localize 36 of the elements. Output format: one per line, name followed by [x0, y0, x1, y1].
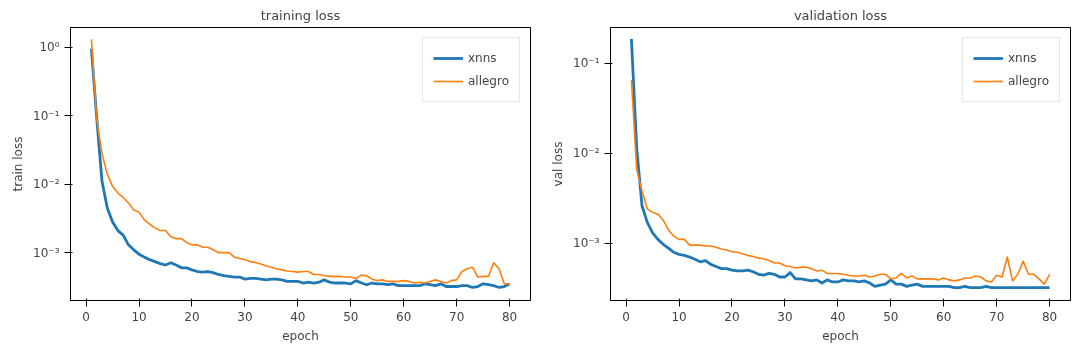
x-tick-label: 0 — [82, 309, 90, 324]
x-tick-label: 20 — [724, 309, 740, 324]
x-tick-label: 80 — [1041, 309, 1058, 324]
chart-title: training loss — [260, 7, 341, 23]
y-tick-label: 10⁻³ — [33, 245, 60, 260]
y-tick-label: 10⁻¹ — [33, 108, 60, 123]
y-tick-label: 10⁻² — [33, 177, 60, 192]
x-tick-label: 10 — [671, 309, 687, 324]
x-axis-title: epoch — [282, 328, 319, 343]
x-tick-label: 0 — [622, 309, 630, 324]
x-tick-label: 20 — [184, 309, 200, 324]
y-tick-label: 10⁰ — [39, 40, 60, 55]
x-axis-title: epoch — [822, 328, 859, 343]
x-tick-label: 30 — [237, 309, 253, 324]
chart-title: validation loss — [793, 7, 888, 23]
y-axis-title: val loss — [551, 141, 566, 187]
x-tick-label: 30 — [777, 309, 793, 324]
x-tick-label: 50 — [343, 309, 359, 324]
x-tick-label: 60 — [396, 309, 412, 324]
x-tick-label: 10 — [131, 309, 147, 324]
x-tick-label: 70 — [449, 309, 465, 324]
x-tick-label: 60 — [936, 309, 952, 324]
x-tick-label: 40 — [830, 309, 846, 324]
y-tick-label: 10⁻² — [573, 146, 600, 161]
legend-label: allegro — [467, 74, 509, 88]
x-tick-label: 80 — [501, 309, 518, 324]
y-tick-label: 10⁻³ — [573, 236, 600, 251]
x-tick-label: 70 — [989, 309, 1005, 324]
x-tick-label: 50 — [883, 309, 899, 324]
x-tick-label: 40 — [290, 309, 306, 324]
line-series — [630, 37, 1051, 289]
legend-label: xnns — [1007, 51, 1037, 65]
y-axis-title: train loss — [11, 136, 26, 192]
legend-label: allegro — [1007, 74, 1049, 88]
legend-label: xnns — [467, 51, 497, 65]
y-tick-label: 10⁻¹ — [573, 56, 600, 71]
